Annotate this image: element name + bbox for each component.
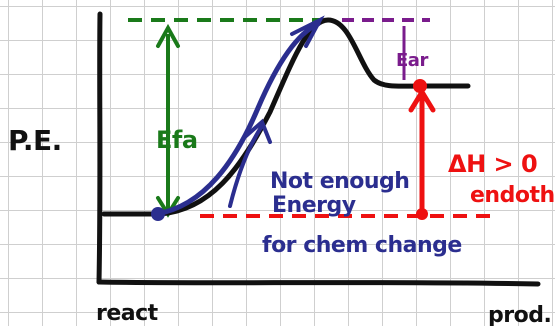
reverse-activation: Ear bbox=[342, 18, 430, 80]
y-axis-label: P.E. bbox=[8, 124, 62, 157]
enthalpy-label: ΔH > 0 bbox=[448, 150, 537, 178]
axes bbox=[96, 11, 541, 287]
forward-arrow-head-top bbox=[156, 23, 180, 48]
reverse-activation-label: Ear bbox=[396, 50, 428, 71]
enthalpy-change: ΔH > 0 endoth bbox=[200, 79, 555, 220]
y-axis bbox=[96, 11, 103, 285]
endothermic-label: endoth bbox=[470, 183, 555, 208]
product-point bbox=[413, 79, 427, 93]
x-axis bbox=[96, 279, 541, 287]
energy-note: Not enough Energy for chem change bbox=[262, 169, 462, 258]
reactant-label: react bbox=[96, 301, 159, 326]
energy-attempt-arc bbox=[228, 124, 264, 208]
energy-attempt-arrowhead bbox=[244, 118, 272, 144]
energy-trace-stroke bbox=[153, 21, 321, 217]
product-label: prod. bbox=[488, 303, 551, 326]
reactant-level-point bbox=[416, 208, 428, 220]
reactant-start-dot bbox=[151, 207, 165, 221]
forward-activation-label: Efa bbox=[156, 126, 198, 154]
energy-note-line-1: Not enough bbox=[270, 169, 409, 194]
energy-note-line-3: for chem change bbox=[262, 233, 462, 258]
energy-note-line-2: Energy bbox=[272, 193, 356, 218]
energy-trace-arrowhead bbox=[290, 15, 325, 48]
